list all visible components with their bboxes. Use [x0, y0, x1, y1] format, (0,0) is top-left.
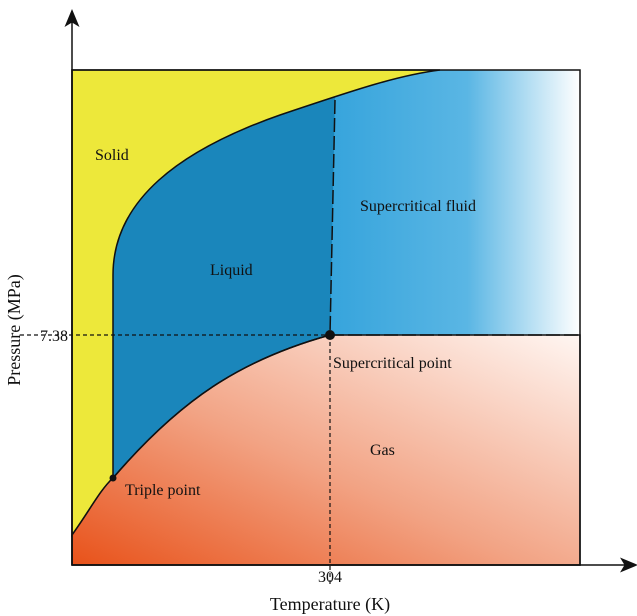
gas-label: Gas — [370, 442, 395, 459]
supercritical-region — [330, 70, 580, 335]
y-tick-label: 7.38 — [40, 328, 68, 345]
triple-point — [109, 474, 117, 482]
liquid-label: Liquid — [210, 262, 253, 279]
supercritical-label: Supercritical fluid — [360, 198, 476, 215]
triple-point-label: Triple point — [125, 482, 201, 499]
vaporization-curve — [112, 334, 331, 479]
critical-isotherm — [329, 99, 336, 336]
critical-point — [325, 330, 335, 340]
solid-label: Solid — [95, 147, 129, 164]
x-axis-label: Temperature (K) — [270, 594, 390, 615]
x-tick-label: 304 — [318, 569, 342, 586]
critical-point-label: Supercritical point — [333, 355, 452, 372]
y-axis-label: Pressure (MPa) — [4, 274, 25, 385]
